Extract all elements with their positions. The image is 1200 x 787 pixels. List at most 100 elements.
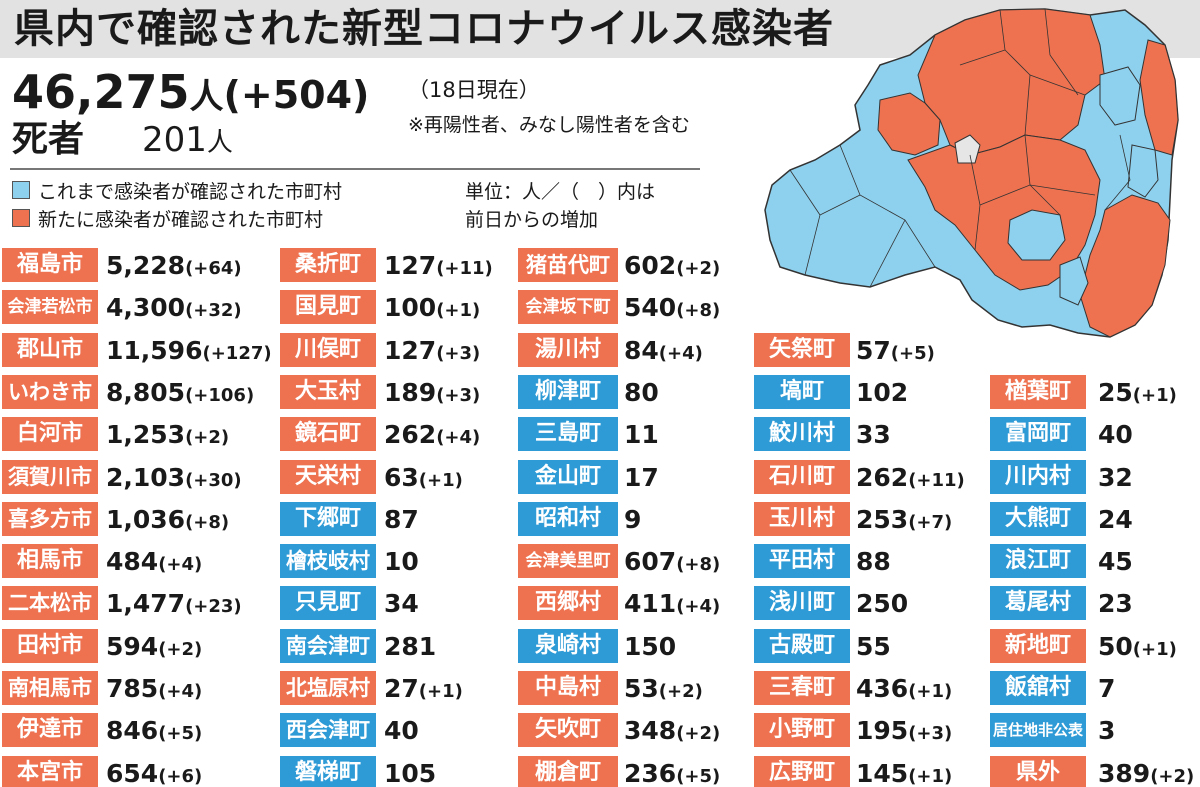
- daily-increase: (+2): [158, 638, 203, 660]
- case-count: 8,805: [106, 377, 186, 407]
- case-count: 34: [384, 589, 419, 619]
- daily-increase: (+8): [676, 300, 721, 322]
- municipality-value: 484(+4): [106, 544, 202, 582]
- municipality-row: 小野町 195(+3): [754, 713, 1016, 751]
- municipality-value: 594(+2): [106, 629, 202, 667]
- municipality-row: 北塩原村 27(+1): [280, 671, 544, 709]
- municipality-value: 1,477(+23): [106, 586, 242, 624]
- daily-increase: (+4): [158, 681, 203, 702]
- case-count: 40: [1098, 420, 1133, 450]
- case-count: 7: [1098, 674, 1116, 703]
- municipality-value: 17: [624, 460, 659, 498]
- municipality-value: 389(+2): [1098, 756, 1194, 787]
- municipality-name: 西会津町: [280, 713, 376, 748]
- municipality-name: 湯川村: [518, 332, 618, 367]
- case-count: 55: [856, 631, 891, 661]
- case-count: 250: [856, 589, 909, 619]
- map-no-case-area: [954, 134, 981, 164]
- case-count: 80: [624, 377, 659, 407]
- municipality-value: 84(+4): [624, 333, 703, 371]
- municipality-value: 1,036(+8): [106, 502, 229, 540]
- municipality-value: 607(+8): [624, 544, 720, 582]
- municipality-value: 88: [856, 544, 891, 582]
- municipality-name: 鮫川村: [754, 417, 850, 452]
- municipality-row: 中島村 53(+2): [518, 671, 784, 709]
- legend-new-label: 新たに感染者が確認された市町村: [38, 209, 324, 231]
- municipality-value: 785(+4): [106, 671, 202, 709]
- deaths-count: 201: [142, 120, 207, 160]
- total-unit: 人: [189, 77, 224, 117]
- case-count: 24: [1098, 504, 1133, 534]
- municipality-row: 下郷町 87: [280, 501, 544, 540]
- daily-increase: (+64): [185, 258, 242, 279]
- daily-increase: (+11): [436, 258, 493, 279]
- municipality-value: 100(+1): [384, 290, 480, 328]
- case-count: 23: [1098, 589, 1133, 619]
- case-count: 540: [624, 293, 677, 323]
- municipality-name: 福島市: [2, 248, 98, 282]
- municipality-value: 10: [384, 544, 419, 582]
- case-count: 25: [1098, 377, 1133, 407]
- municipality-name: 浅川町: [754, 586, 850, 621]
- map-blue-pocket: [1059, 256, 1089, 306]
- case-count: 53: [624, 674, 659, 703]
- municipality-row: 金山町 17: [518, 459, 784, 498]
- municipality-row: 喜多方市 1,036(+8): [2, 501, 266, 540]
- case-count: 40: [384, 716, 419, 746]
- municipality-name: 居住地非公表: [990, 713, 1086, 748]
- case-count: 10: [384, 547, 419, 577]
- municipality-name: 浪江町: [990, 544, 1086, 579]
- case-count: 32: [1098, 462, 1133, 492]
- map-region-coast-north: [1139, 39, 1179, 156]
- municipality-name: 飯舘村: [990, 671, 1086, 705]
- municipality-row: 飯舘村 7: [990, 671, 1200, 709]
- daily-increase: (+1): [1132, 384, 1177, 406]
- case-count: 389: [1098, 758, 1151, 787]
- municipality-row: 会津若松市 4,300(+32): [2, 290, 266, 328]
- municipality-name: 郡山市: [2, 332, 98, 367]
- case-count: 1,036: [106, 504, 186, 534]
- inclusion-note: ※再陽性者、みなし陽性者を含む: [408, 114, 690, 136]
- municipality-row: 西会津町 40: [280, 713, 544, 751]
- case-count: 602: [624, 251, 677, 280]
- municipality-value: 236(+5): [624, 756, 720, 787]
- municipality-value: 3: [1098, 713, 1115, 751]
- case-count: 9: [624, 504, 642, 534]
- municipality-row: 鏡石町 262(+4): [280, 417, 544, 455]
- case-count: 3: [1098, 716, 1116, 746]
- municipality-row: 郡山市 11,596(+127): [2, 332, 272, 371]
- municipality-value: 846(+5): [106, 713, 202, 751]
- case-count: 105: [384, 758, 437, 787]
- municipality-name: 葛尾村: [990, 586, 1086, 621]
- case-count: 348: [624, 716, 677, 746]
- municipality-name: 玉川村: [754, 501, 850, 536]
- case-count: 33: [856, 420, 891, 450]
- municipality-row: 桑折町 127(+11): [280, 248, 544, 286]
- municipality-name: 三春町: [754, 671, 850, 705]
- municipality-name: 小野町: [754, 713, 850, 748]
- daily-increase: (+23): [185, 596, 242, 618]
- municipality-row: 二本松市 1,477(+23): [2, 586, 266, 624]
- daily-increase: (+3): [436, 342, 481, 364]
- municipality-row: 葛尾村 23: [990, 586, 1200, 624]
- municipality-value: 7: [1098, 671, 1115, 709]
- municipality-row: 会津坂下町 540(+8): [518, 290, 784, 328]
- municipality-row: 県外 389(+2): [990, 755, 1200, 787]
- municipality-value: 24: [1098, 502, 1133, 540]
- daily-increase: (+2): [658, 681, 703, 702]
- daily-increase: (+1): [908, 765, 953, 787]
- case-count: 45: [1098, 547, 1133, 577]
- municipality-row: 鮫川村 33: [754, 417, 1016, 455]
- case-count: 607: [624, 547, 677, 577]
- case-count: 436: [856, 674, 909, 703]
- municipality-name: 県外: [990, 755, 1086, 787]
- municipality-name: 大玉村: [280, 374, 376, 409]
- municipality-value: 9: [624, 502, 641, 540]
- municipality-row: 浪江町 45: [990, 544, 1200, 582]
- municipality-row: 只見町 34: [280, 586, 544, 624]
- municipality-value: 11,596(+127): [106, 333, 272, 371]
- municipality-name: 会津美里町: [518, 544, 618, 579]
- daily-increase: (+2): [1150, 765, 1195, 787]
- case-count: 63: [384, 462, 419, 492]
- municipality-value: 127(+11): [384, 248, 493, 286]
